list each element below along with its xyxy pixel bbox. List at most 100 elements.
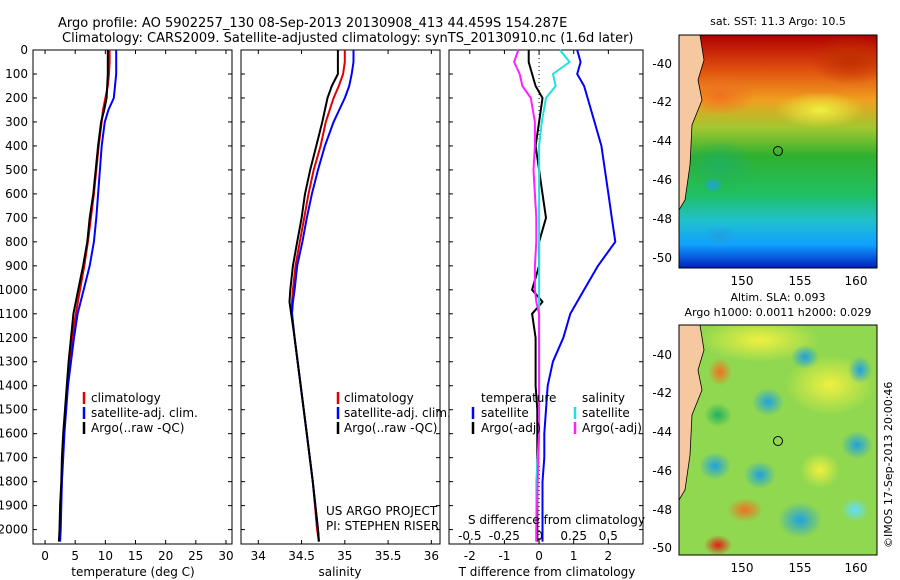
- legend-label-argo: Argo(..raw -QC): [344, 421, 437, 435]
- salinity-legend: climatology satellite-adj. clim. Argo(..…: [326, 391, 451, 533]
- depth-tick-label: 200: [5, 91, 28, 105]
- salinity-plot-frame: [240, 49, 441, 545]
- s-tick-label: 0: [535, 529, 543, 543]
- s-axis-label: S difference from climatology: [468, 513, 645, 527]
- depth-tick-label: 1200: [0, 331, 28, 345]
- y-tick-label: -50: [652, 541, 672, 555]
- s-tick-label: 0.5: [599, 529, 618, 543]
- y-tick-label: -42: [652, 95, 672, 109]
- project-label: US ARGO PROJECT: [326, 504, 438, 518]
- x-tick-label: 0: [41, 549, 49, 563]
- depth-tick-label: 0: [20, 43, 28, 57]
- series-line-s-argo-adj-: [513, 49, 541, 542]
- y-tick-label: -46: [652, 173, 672, 187]
- imos-timestamp: ©IMOS 17-Sep-2013 20:00:46: [882, 382, 895, 548]
- x-tick-label: 155: [789, 274, 812, 288]
- difference-plot-frame: [448, 49, 644, 545]
- series-line-climatology: [58, 50, 111, 542]
- sst-map-title: sat. SST: 11.3 Argo: 10.5: [710, 15, 846, 28]
- depth-tick-label: 2000: [0, 523, 28, 537]
- argo-float-marker: [773, 146, 783, 156]
- sla-patch: [791, 345, 819, 369]
- depth-tick-label: 1300: [0, 355, 28, 369]
- depth-tick-label: 700: [5, 211, 28, 225]
- depth-tick-label: 500: [5, 163, 28, 177]
- sst-map-frame: [678, 34, 878, 269]
- sla-patch: [841, 431, 873, 459]
- legend-label-satellite: satellite-adj. clim.: [344, 406, 451, 420]
- x-tick-label: 1: [570, 549, 578, 563]
- depth-tick-label: 400: [5, 139, 28, 153]
- s-tick-label: -0.5: [458, 529, 481, 543]
- depth-tick-label: 900: [5, 259, 28, 273]
- temperature-plot: 0 5 10 15 20 25 30: [33, 49, 234, 563]
- sst-patch: [702, 226, 738, 246]
- land-tasmania: [679, 325, 705, 501]
- depth-tick-label: 100: [5, 67, 28, 81]
- series-line-climatology: [291, 50, 346, 542]
- depth-tick-label: 1100: [0, 307, 28, 321]
- depth-tick-label: 1900: [0, 499, 28, 513]
- x-tick-label: 35.5: [375, 549, 402, 563]
- salinity-plot: 34 34.5 35 35.5 36: [241, 49, 440, 563]
- sst-patch: [685, 140, 755, 190]
- sst-map: sat. SST: 11.3 Argo: 10.5 -40 -42 -44 -4…: [652, 15, 878, 288]
- depth-tick-label: 600: [5, 187, 28, 201]
- y-tick-label: -46: [652, 464, 672, 478]
- series-line-argo-raw-qc-: [288, 50, 339, 542]
- sst-map-xticks: 150 155 160: [731, 274, 868, 288]
- sla-patch: [841, 498, 869, 522]
- temperature-axis-label: temperature (deg C): [71, 565, 194, 579]
- sla-patch: [778, 502, 822, 538]
- x-tick-label: -1: [498, 549, 510, 563]
- legend-heading-temperature: temperature: [481, 391, 556, 405]
- legend-label-argo: Argo(..raw -QC): [91, 421, 184, 435]
- y-tick-label: -40: [652, 348, 672, 362]
- sla-patch: [704, 403, 732, 427]
- difference-plot: -2 -1 0 1 2 -0.5 -0.25 0 0.25 0.5: [449, 49, 643, 563]
- legend-label-satellite: satellite-adj. clim.: [91, 406, 198, 420]
- y-tick-label: -48: [652, 503, 672, 517]
- y-tick-label: -48: [652, 212, 672, 226]
- y-tick-label: -42: [652, 386, 672, 400]
- sla-patch: [699, 452, 731, 480]
- depth-tick-label: 800: [5, 235, 28, 249]
- x-tick-label: 20: [158, 549, 173, 563]
- sla-patch: [744, 461, 776, 489]
- series-line-s-satellite: [535, 49, 571, 542]
- legend-label-t-satellite: satellite: [481, 406, 529, 420]
- sla-patch: [700, 325, 820, 362]
- x-tick-label: 150: [731, 274, 754, 288]
- sla-map-xticks: 150 155 160: [731, 561, 868, 575]
- y-tick-label: -40: [652, 57, 672, 71]
- t-difference-axis-label: T difference from climatology: [458, 565, 636, 579]
- legend-heading-salinity: salinity: [582, 391, 625, 405]
- s-tick-label: 0.25: [560, 529, 587, 543]
- x-tick-label: 155: [789, 561, 812, 575]
- temperature-legend: climatology satellite-adj. clim. Argo(..…: [82, 391, 198, 435]
- x-tick-label: 160: [845, 561, 868, 575]
- sla-map: Altim. SLA: 0.093 Argo h1000: 0.0011 h20…: [652, 291, 878, 575]
- figure-title-line2: Climatology: CARS2009. Satellite-adjuste…: [62, 31, 634, 46]
- sst-patch: [775, 92, 865, 128]
- sla-map-title: Altim. SLA: 0.093: [730, 291, 825, 304]
- depth-tick-label: 300: [5, 115, 28, 129]
- sla-map-frame: [678, 324, 878, 556]
- series-line-t-satellite: [541, 49, 617, 542]
- figure-title-line1: Argo profile: AO 5902257_130 08-Sep-2013…: [58, 16, 567, 31]
- depth-tick-label: 1600: [0, 427, 28, 441]
- argo-float-marker: [773, 436, 783, 446]
- sla-patch: [727, 498, 763, 522]
- depth-tick-label: 1800: [0, 475, 28, 489]
- y-tick-label: -50: [652, 251, 672, 265]
- x-tick-label: 36: [424, 549, 439, 563]
- sst-patch: [810, 35, 877, 85]
- difference-legend: temperature satellite Argo(-adj) salinit…: [468, 391, 645, 527]
- sla-map-subtitle: Argo h1000: 0.0011 h2000: 0.029: [685, 306, 872, 319]
- x-tick-label: 0: [535, 549, 543, 563]
- depth-tick-label: 1700: [0, 451, 28, 465]
- x-tick-label: 25: [188, 549, 203, 563]
- x-tick-label: 30: [218, 549, 233, 563]
- legend-label-s-argo: Argo(-adj): [582, 421, 642, 435]
- salinity-axis-label: salinity: [318, 565, 361, 579]
